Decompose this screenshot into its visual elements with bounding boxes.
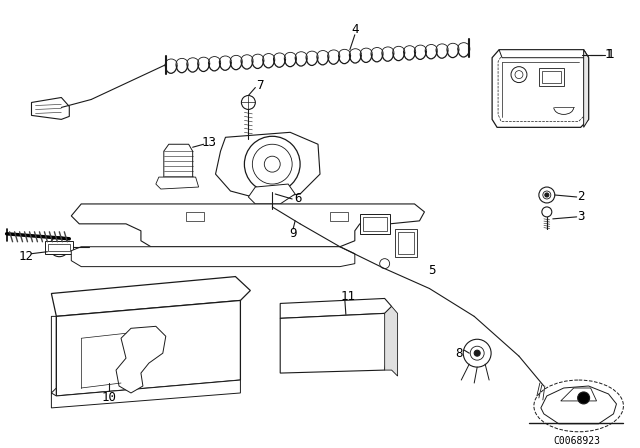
- Text: 10: 10: [102, 392, 116, 405]
- Polygon shape: [51, 316, 56, 393]
- Bar: [395, 229, 417, 257]
- Polygon shape: [492, 50, 589, 127]
- Polygon shape: [71, 204, 424, 247]
- Bar: [186, 212, 204, 221]
- Text: 5: 5: [428, 264, 435, 277]
- Polygon shape: [248, 184, 295, 204]
- Text: 1: 1: [605, 48, 612, 61]
- Polygon shape: [541, 386, 616, 424]
- Polygon shape: [116, 326, 166, 393]
- Circle shape: [578, 392, 589, 404]
- Text: C0068923: C0068923: [553, 436, 600, 446]
- Bar: [397, 232, 413, 254]
- Text: 13: 13: [201, 136, 216, 149]
- Polygon shape: [71, 247, 355, 267]
- Bar: [363, 217, 387, 231]
- Polygon shape: [561, 388, 596, 401]
- Text: 2: 2: [577, 190, 584, 203]
- Text: 8: 8: [456, 347, 463, 360]
- Text: 3: 3: [577, 211, 584, 224]
- Text: 9: 9: [289, 227, 297, 240]
- Polygon shape: [156, 177, 198, 189]
- Text: 6: 6: [294, 193, 302, 206]
- Bar: [49, 244, 70, 251]
- Polygon shape: [164, 144, 193, 184]
- Bar: [360, 214, 390, 234]
- Text: 4: 4: [351, 23, 358, 36]
- Polygon shape: [584, 50, 589, 127]
- Polygon shape: [280, 314, 392, 373]
- Polygon shape: [56, 301, 241, 396]
- Circle shape: [545, 193, 549, 197]
- Bar: [542, 71, 561, 82]
- Bar: [539, 68, 564, 86]
- Bar: [45, 241, 73, 254]
- Polygon shape: [499, 50, 589, 58]
- Bar: [330, 212, 348, 221]
- Text: 11: 11: [340, 290, 355, 303]
- Polygon shape: [51, 276, 250, 316]
- Polygon shape: [51, 380, 241, 408]
- Polygon shape: [216, 132, 320, 199]
- Circle shape: [474, 350, 480, 356]
- Polygon shape: [385, 306, 397, 376]
- Polygon shape: [31, 98, 69, 119]
- Polygon shape: [280, 298, 392, 319]
- Text: 7: 7: [257, 79, 264, 92]
- Text: 1: 1: [607, 48, 614, 61]
- Text: 12: 12: [19, 250, 34, 263]
